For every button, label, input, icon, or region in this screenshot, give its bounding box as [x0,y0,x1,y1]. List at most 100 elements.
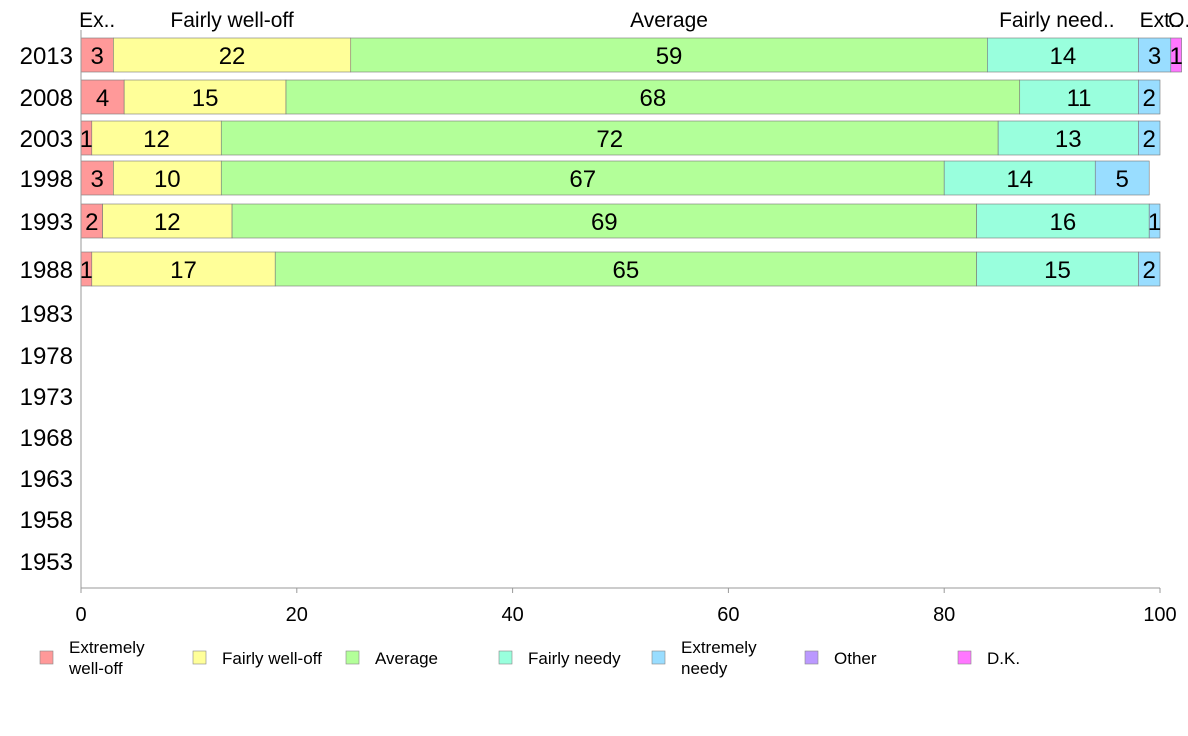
data-label-2008-series-2: 68 [640,85,667,112]
bar-2013-series-1 [113,37,352,73]
x-tick-label-3: 60 [717,604,739,626]
bar-1993-series-4 [1148,203,1161,239]
year-label-2008: 2008 [20,85,73,112]
top-series-label-4: Ext.. [1140,9,1182,32]
bar-1988-series-3 [976,251,1139,287]
data-label-1993-series-4: 1 [1148,209,1161,236]
data-label-2003-series-2: 72 [596,126,623,153]
top-series-label-0: Ex.. [79,9,115,32]
year-label-1978: 1978 [20,343,73,370]
bar-2013-series-0 [80,37,114,73]
bar-1993-series-1 [102,203,233,239]
legend-label-1: Fairly well-off [222,649,322,668]
data-label-2003-series-0: 1 [80,126,93,153]
bar-1998-series-3 [943,160,1096,196]
legend-swatch-5 [804,650,819,665]
data-label-2008-series-4: 2 [1143,85,1156,112]
year-label-1973: 1973 [20,384,73,411]
legend: Extremely well-off Fairly well-off Average F… [39,638,1020,678]
legend-label-3: Fairly needy [528,649,621,668]
top-series-label-6: O.. [1168,9,1188,32]
year-label-2003: 2003 [20,126,73,153]
legend-label-6: D.K. [987,649,1020,668]
top-series-label-1: Fairly well-off [170,9,293,32]
data-label-1988-series-1: 17 [170,257,197,284]
bar-1988-series-1 [91,251,276,287]
year-label-1953: 1953 [20,549,73,576]
top-series-label-2: Average [630,9,708,32]
data-label-2013-series-6: 1 [1170,43,1183,70]
data-label-1988-series-3: 15 [1044,257,1071,284]
bar-2008-series-2 [285,79,1021,115]
year-label-1963: 1963 [20,466,73,493]
legend-swatch-3 [498,650,513,665]
legend-swatch-0 [39,650,54,665]
legend-label-5: Other [834,649,877,668]
data-label-1988-series-2: 65 [613,257,640,284]
bar-1993-series-2 [231,203,977,239]
data-label-2013-series-3: 14 [1050,43,1077,70]
bar-2008-series-3 [1019,79,1139,115]
x-tick-label-2: 40 [501,604,523,626]
data-label-1993-series-2: 69 [591,209,618,236]
bar-1998-series-4 [1094,160,1150,196]
data-label-2008-series-0: 4 [96,85,109,112]
top-series-label-3: Fairly need.. [999,9,1115,32]
data-label-1998-series-0: 3 [91,166,104,193]
year-label-1988: 1988 [20,257,73,284]
bar-2013-series-2 [350,37,988,73]
bar-1988-series-4 [1138,251,1161,287]
legend-swatch-2 [345,650,360,665]
data-label-1993-series-3: 16 [1050,209,1077,236]
year-label-1958: 1958 [20,507,73,534]
year-label-1968: 1968 [20,425,73,452]
bar-2003-series-3 [997,120,1139,156]
legend-swatch-1 [192,650,207,665]
bar-2013-series-4 [1138,37,1172,73]
data-label-2013-series-2: 59 [656,43,683,70]
data-label-2013-series-1: 22 [219,43,246,70]
data-label-1998-series-4: 5 [1116,166,1129,193]
data-label-2003-series-1: 12 [143,126,170,153]
bar-2013-series-6 [1170,37,1182,73]
legend-swatch-4 [651,650,666,665]
data-label-1998-series-3: 14 [1006,166,1033,193]
data-label-1988-series-4: 2 [1143,257,1156,284]
bar-1993-series-3 [976,203,1150,239]
x-tick-label-4: 80 [933,604,955,626]
data-label-2003-series-3: 13 [1055,126,1082,153]
data-label-2008-series-1: 15 [192,85,219,112]
year-labels: 2013 2008 2003 1998 1993 1988 1983 1978 1973 1968… [20,43,73,576]
data-label-1988-series-0: 1 [80,257,93,284]
bar-2008-series-4 [1138,79,1161,115]
year-label-1993: 1993 [20,209,73,236]
data-label-2013-series-0: 3 [91,43,104,70]
x-tick-label-5: 100 [1143,604,1176,626]
bar-1998-series-2 [220,160,945,196]
legend-label-2: Average [375,649,438,668]
year-label-2013: 2013 [20,43,73,70]
x-tick-label-1: 20 [286,604,308,626]
bars-layer: 3 22 59 14 3 14 15 68 11 21 12 72 13 23 10 67 14 52 12 69 16… [80,37,1183,287]
x-axis: 0 20 40 60 80 100 [75,30,1177,626]
data-label-2013-series-4: 3 [1148,43,1161,70]
bar-1998-series-1 [113,160,222,196]
legend-label-4: Extremely needy [681,638,757,678]
data-label-1993-series-1: 12 [154,209,181,236]
bar-2003-series-2 [220,120,999,156]
year-label-1998: 1998 [20,166,73,193]
bar-2003-series-1 [91,120,222,156]
data-label-1998-series-1: 10 [154,166,181,193]
data-label-1998-series-2: 67 [569,166,596,193]
data-label-1993-series-0: 2 [85,209,98,236]
bar-2008-series-1 [123,79,287,115]
bar-2013-series-3 [987,37,1139,73]
x-tick-label-0: 0 [75,604,86,626]
year-label-1983: 1983 [20,301,73,328]
bar-2003-series-4 [1138,120,1161,156]
top-series-labels: Ex.. Fairly well-off Average Fairly need.. E… [79,9,1188,32]
bar-2008-series-0 [80,79,125,115]
data-label-2003-series-4: 2 [1143,126,1156,153]
bar-1988-series-2 [274,251,977,287]
